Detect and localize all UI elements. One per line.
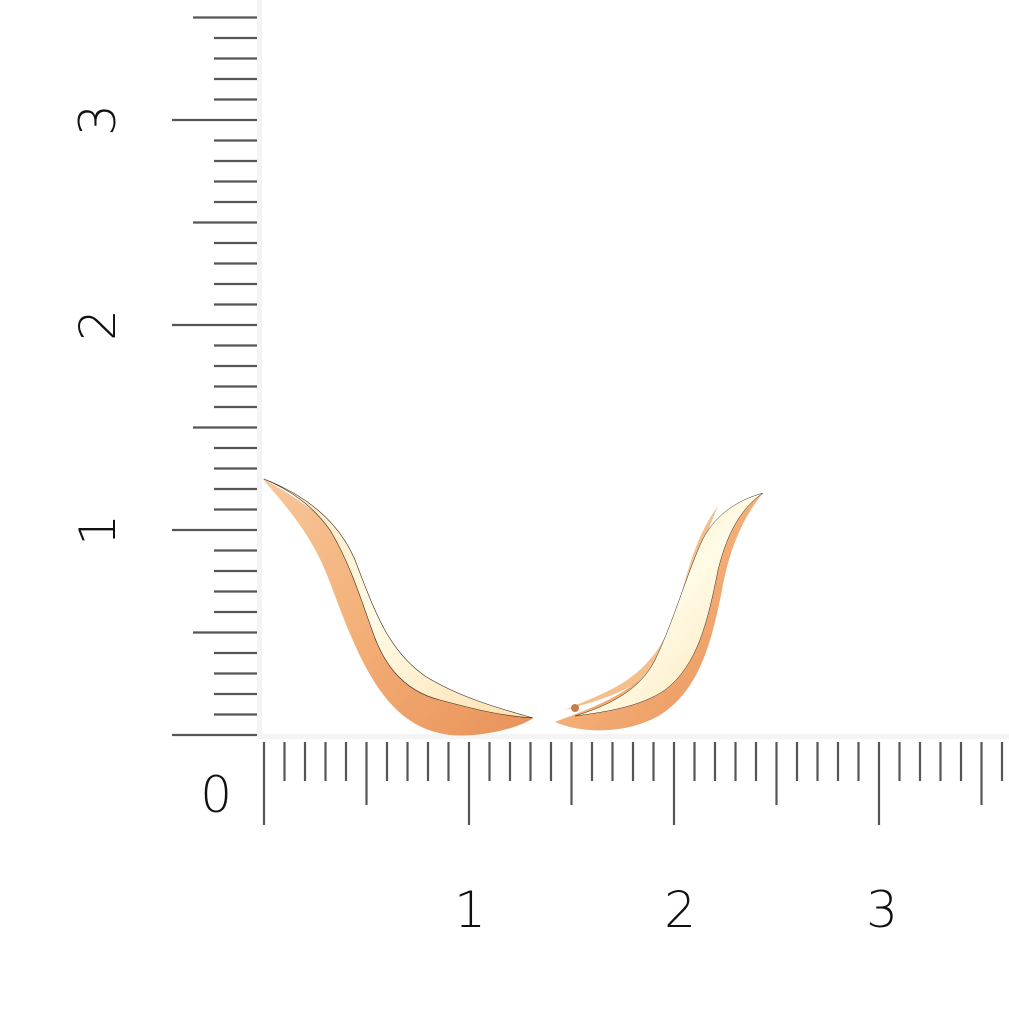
vertical-label-3: 3 bbox=[69, 104, 127, 136]
right-earring bbox=[555, 492, 764, 731]
horizontal-label-2: 2 bbox=[664, 881, 696, 939]
horizontal-label-1: 1 bbox=[454, 881, 486, 939]
horizontal-label-3: 3 bbox=[866, 881, 898, 939]
left-earring bbox=[262, 478, 534, 736]
vertical-label-0: 0 bbox=[200, 766, 232, 824]
vertical-ruler-ticks bbox=[172, 16, 257, 737]
horizontal-ruler-edge bbox=[257, 734, 1009, 739]
vertical-label-1: 1 bbox=[69, 514, 127, 546]
vertical-label-2: 2 bbox=[69, 309, 127, 341]
horizontal-ruler-ticks bbox=[262, 742, 1004, 825]
vertical-ruler-edge bbox=[257, 0, 262, 737]
